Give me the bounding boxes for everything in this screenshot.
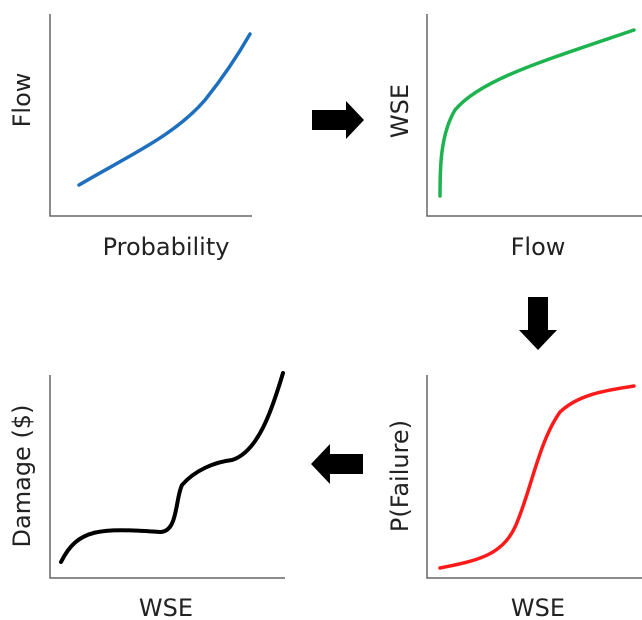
axis-lines bbox=[49, 14, 252, 217]
panel-wse-vs-flow: Flow WSE bbox=[386, 14, 642, 261]
x-axis-label: Flow bbox=[511, 233, 566, 261]
y-axis-label: WSE bbox=[386, 84, 414, 138]
flow-probability-curve bbox=[77, 32, 252, 187]
y-axis-label: P(Failure) bbox=[386, 420, 414, 532]
x-axis-label: WSE bbox=[139, 594, 193, 620]
x-axis-label: Probability bbox=[103, 233, 230, 261]
pfailure-wse-curve bbox=[438, 384, 636, 570]
panel-flow-vs-probability: Probability Flow bbox=[8, 14, 252, 261]
wse-flow-curve bbox=[438, 28, 636, 198]
arrow-left-icon bbox=[311, 444, 363, 484]
arrow-down-icon bbox=[519, 297, 557, 350]
panel-damage-vs-wse: WSE Damage ($) bbox=[8, 371, 285, 620]
axis-lines bbox=[426, 14, 642, 217]
panel-pfailure-vs-wse: WSE P(Failure) bbox=[386, 375, 642, 620]
arrow-right-icon bbox=[312, 101, 364, 139]
x-axis-label: WSE bbox=[511, 594, 565, 620]
y-axis-label: Damage ($) bbox=[8, 405, 36, 548]
y-axis-label: Flow bbox=[8, 73, 36, 128]
damage-wse-curve bbox=[59, 371, 285, 564]
axis-lines bbox=[49, 375, 285, 579]
axis-lines bbox=[426, 375, 642, 579]
